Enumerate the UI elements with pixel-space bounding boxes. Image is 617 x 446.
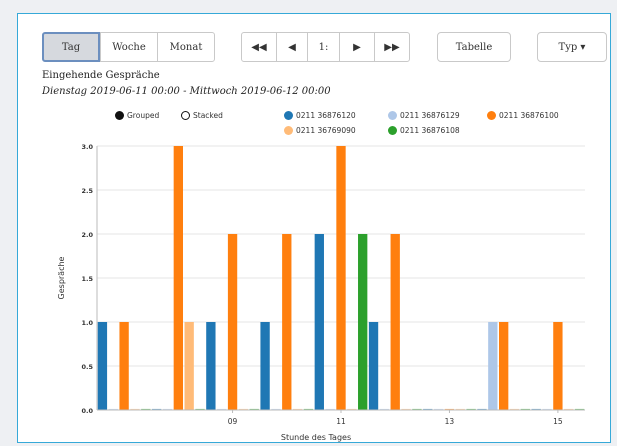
- legend-series-1[interactable]: 0211 36876129: [388, 111, 460, 120]
- type-dropdown-button[interactable]: Typ ▾: [537, 32, 607, 62]
- legend-grouped-label: Grouped: [127, 111, 160, 120]
- view-week-button[interactable]: Woche: [100, 32, 158, 62]
- radio-filled-icon: [115, 111, 124, 120]
- legend-series-label: 0211 36876129: [400, 111, 460, 120]
- legend-series-0[interactable]: 0211 36876120: [284, 111, 356, 120]
- legend-stacked-toggle[interactable]: Stacked: [181, 111, 223, 120]
- chart-subtitle: Dienstag 2019-06-11 00:00 - Mittwoch 201…: [42, 86, 331, 97]
- series-dot-icon: [284, 126, 293, 135]
- step-backward-icon[interactable]: ◀: [276, 32, 308, 62]
- series-dot-icon: [388, 111, 397, 120]
- radio-empty-icon: [181, 111, 190, 120]
- legend-series-label: 0211 36876100: [499, 111, 559, 120]
- chart-panel: [17, 13, 611, 443]
- fast-forward-icon[interactable]: ▶▶: [374, 32, 410, 62]
- series-dot-icon: [388, 126, 397, 135]
- legend-series-label: 0211 36876108: [400, 126, 460, 135]
- fast-backward-icon[interactable]: ◀◀: [241, 32, 277, 62]
- chart-title: Eingehende Gespräche: [42, 70, 160, 81]
- view-day-button[interactable]: Tag: [42, 32, 100, 62]
- legend-series-label: 0211 36769090: [296, 126, 356, 135]
- series-dot-icon: [284, 111, 293, 120]
- legend-series-2[interactable]: 0211 36876100: [487, 111, 559, 120]
- legend-grouped-toggle[interactable]: Grouped: [115, 111, 159, 120]
- step-forward-icon[interactable]: ▶: [339, 32, 375, 62]
- legend-series-3[interactable]: 0211 36769090: [284, 126, 356, 135]
- legend-stacked-label: Stacked: [193, 111, 223, 120]
- table-button[interactable]: Tabelle: [437, 32, 511, 62]
- legend-series-label: 0211 36876120: [296, 111, 356, 120]
- date-step-input[interactable]: 1:: [307, 32, 340, 62]
- series-dot-icon: [487, 111, 496, 120]
- view-month-button[interactable]: Monat: [157, 32, 215, 62]
- legend-series-4[interactable]: 0211 36876108: [388, 126, 460, 135]
